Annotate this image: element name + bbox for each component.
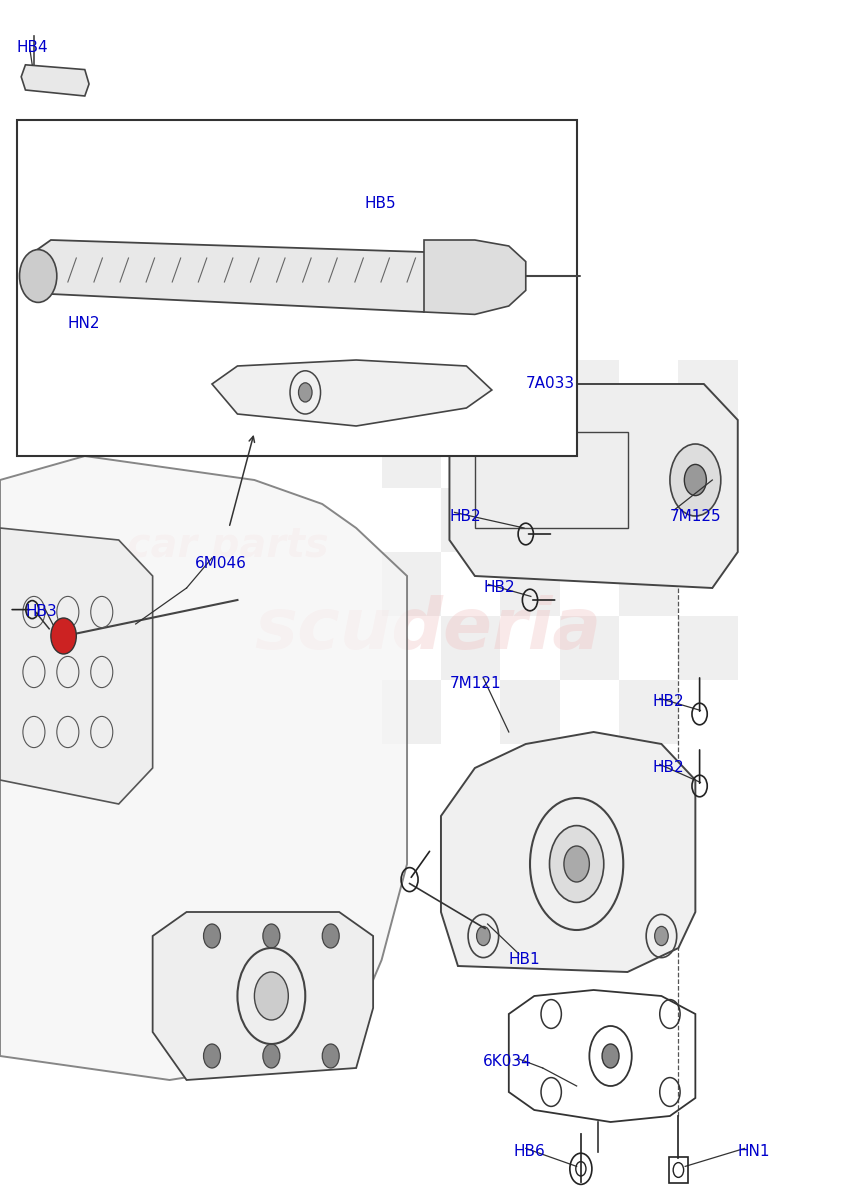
Polygon shape: [449, 384, 738, 588]
Bar: [17, 120, 577, 456]
Circle shape: [263, 924, 280, 948]
Bar: [441, 616, 500, 680]
Circle shape: [204, 1044, 220, 1068]
Bar: [669, 1157, 688, 1183]
Bar: [619, 552, 678, 616]
Circle shape: [655, 926, 668, 946]
Bar: [382, 680, 441, 744]
Text: HB3: HB3: [25, 605, 57, 619]
Bar: [678, 488, 738, 552]
Text: HB5: HB5: [365, 197, 396, 211]
Text: 7A033: 7A033: [526, 377, 575, 391]
Text: HB2: HB2: [653, 761, 684, 775]
Text: HN2: HN2: [68, 317, 100, 331]
Bar: [619, 424, 678, 488]
Bar: [678, 360, 738, 424]
Text: 7M121: 7M121: [449, 677, 501, 691]
Bar: [63, 263, 81, 289]
Bar: [500, 424, 560, 488]
Circle shape: [298, 383, 312, 402]
Text: 6M046: 6M046: [195, 557, 247, 571]
Bar: [382, 424, 441, 488]
Polygon shape: [0, 528, 153, 804]
Circle shape: [204, 924, 220, 948]
Polygon shape: [441, 732, 695, 972]
Text: 6K034: 6K034: [483, 1055, 532, 1069]
Bar: [475, 432, 628, 528]
Polygon shape: [424, 240, 526, 314]
Text: HB2: HB2: [483, 581, 515, 595]
Text: 7M125: 7M125: [670, 509, 722, 523]
Circle shape: [477, 926, 490, 946]
Bar: [560, 488, 619, 552]
Text: scuderia: scuderia: [254, 595, 601, 665]
Polygon shape: [34, 240, 441, 312]
Text: car parts: car parts: [127, 526, 329, 566]
Circle shape: [254, 972, 288, 1020]
Circle shape: [20, 250, 57, 302]
Text: HN1: HN1: [738, 1145, 770, 1159]
Circle shape: [263, 1044, 280, 1068]
Polygon shape: [21, 65, 89, 96]
Bar: [560, 360, 619, 424]
Circle shape: [322, 1044, 339, 1068]
Bar: [441, 360, 500, 424]
Text: HB4: HB4: [17, 41, 48, 55]
Bar: [500, 680, 560, 744]
Circle shape: [564, 846, 589, 882]
Bar: [619, 680, 678, 744]
Bar: [678, 616, 738, 680]
Text: HB6: HB6: [513, 1145, 544, 1159]
Polygon shape: [153, 912, 373, 1080]
Bar: [500, 552, 560, 616]
Text: HB2: HB2: [449, 509, 481, 523]
Polygon shape: [212, 360, 492, 426]
Bar: [441, 488, 500, 552]
Circle shape: [550, 826, 604, 902]
Text: HB1: HB1: [509, 953, 540, 967]
Circle shape: [322, 924, 339, 948]
Text: HB2: HB2: [653, 695, 684, 709]
Polygon shape: [0, 456, 407, 1080]
Circle shape: [602, 1044, 619, 1068]
Bar: [382, 552, 441, 616]
Circle shape: [670, 444, 721, 516]
Circle shape: [684, 464, 706, 496]
Circle shape: [51, 618, 76, 654]
Bar: [560, 616, 619, 680]
